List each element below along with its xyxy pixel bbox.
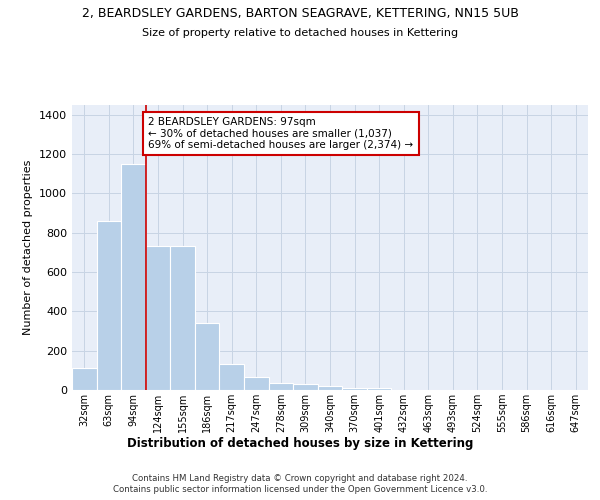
Bar <box>195 323 220 390</box>
Bar <box>72 368 97 390</box>
Bar <box>318 386 342 390</box>
Bar <box>220 364 244 390</box>
Text: Contains HM Land Registry data © Crown copyright and database right 2024.: Contains HM Land Registry data © Crown c… <box>132 474 468 483</box>
Bar <box>342 388 367 390</box>
Text: Distribution of detached houses by size in Kettering: Distribution of detached houses by size … <box>127 438 473 450</box>
Text: Size of property relative to detached houses in Kettering: Size of property relative to detached ho… <box>142 28 458 38</box>
Bar <box>269 383 293 390</box>
Bar <box>121 164 146 390</box>
Text: 2 BEARDSLEY GARDENS: 97sqm
← 30% of detached houses are smaller (1,037)
69% of s: 2 BEARDSLEY GARDENS: 97sqm ← 30% of deta… <box>148 117 413 150</box>
Bar <box>293 384 318 390</box>
Text: 2, BEARDSLEY GARDENS, BARTON SEAGRAVE, KETTERING, NN15 5UB: 2, BEARDSLEY GARDENS, BARTON SEAGRAVE, K… <box>82 8 518 20</box>
Bar <box>367 388 391 390</box>
Bar <box>97 221 121 390</box>
Bar <box>146 246 170 390</box>
Bar <box>244 377 269 390</box>
Bar <box>170 246 195 390</box>
Text: Contains public sector information licensed under the Open Government Licence v3: Contains public sector information licen… <box>113 485 487 494</box>
Y-axis label: Number of detached properties: Number of detached properties <box>23 160 34 335</box>
